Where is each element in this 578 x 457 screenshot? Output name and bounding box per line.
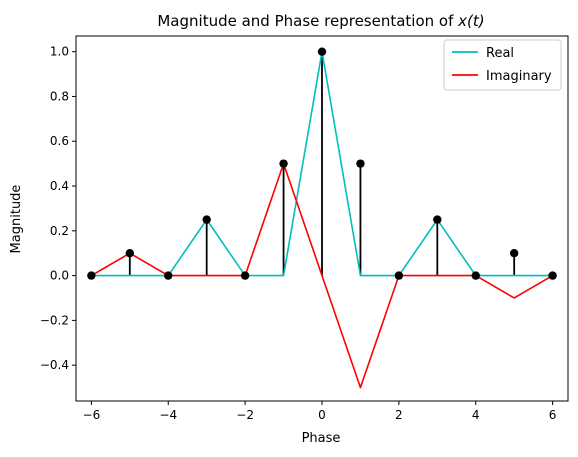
x-axis-label: Phase: [302, 431, 341, 446]
y-tick-label: 0.4: [50, 179, 69, 193]
stem-marker: [240, 271, 250, 280]
stem-marker: [548, 271, 557, 280]
y-tick-label: −0.2: [40, 313, 69, 327]
y-tick-label: 0.8: [50, 89, 69, 103]
stem-marker: [317, 47, 327, 56]
y-tick-label: 0.0: [50, 269, 69, 283]
stem-marker: [202, 215, 211, 224]
y-tick-label: 0.2: [50, 224, 69, 238]
plot-area-frame: [75, 35, 569, 402]
stem-marker: [279, 159, 288, 168]
y-ticks: −0.4 −0.2 0.0 0.2 0.4 0.6 0.8 1.0: [40, 45, 76, 372]
stem-marker: [433, 215, 442, 224]
legend-label-real: Real: [486, 46, 514, 61]
x-tick-label: −6: [83, 408, 101, 422]
x-tick-label: −4: [159, 408, 177, 422]
stem-markers: [87, 47, 557, 280]
y-tick-label: 1.0: [50, 45, 69, 59]
x-tick-label: 4: [472, 408, 480, 422]
legend-label-imaginary: Imaginary: [486, 69, 552, 84]
y-tick-label: 0.6: [50, 134, 69, 148]
stem-marker: [356, 159, 365, 168]
stem-marker: [87, 271, 96, 280]
chart-title: Magnitude and Phase representation of x(…: [157, 12, 484, 30]
y-tick-label: −0.4: [40, 358, 69, 372]
stem-marker: [394, 271, 404, 280]
stem-marker: [164, 271, 173, 280]
stem-marker: [125, 249, 135, 258]
x-tick-label: 0: [318, 408, 326, 422]
stem-marker: [509, 249, 519, 258]
x-ticks: −6 −4 −2 0 2 4 6: [83, 401, 557, 422]
stem-marker: [471, 271, 480, 280]
y-axis-label: Magnitude: [9, 185, 24, 254]
legend: Real Imaginary: [443, 39, 562, 91]
x-tick-label: 6: [549, 408, 557, 422]
x-tick-label: 2: [395, 408, 403, 422]
x-tick-label: −2: [236, 408, 254, 422]
